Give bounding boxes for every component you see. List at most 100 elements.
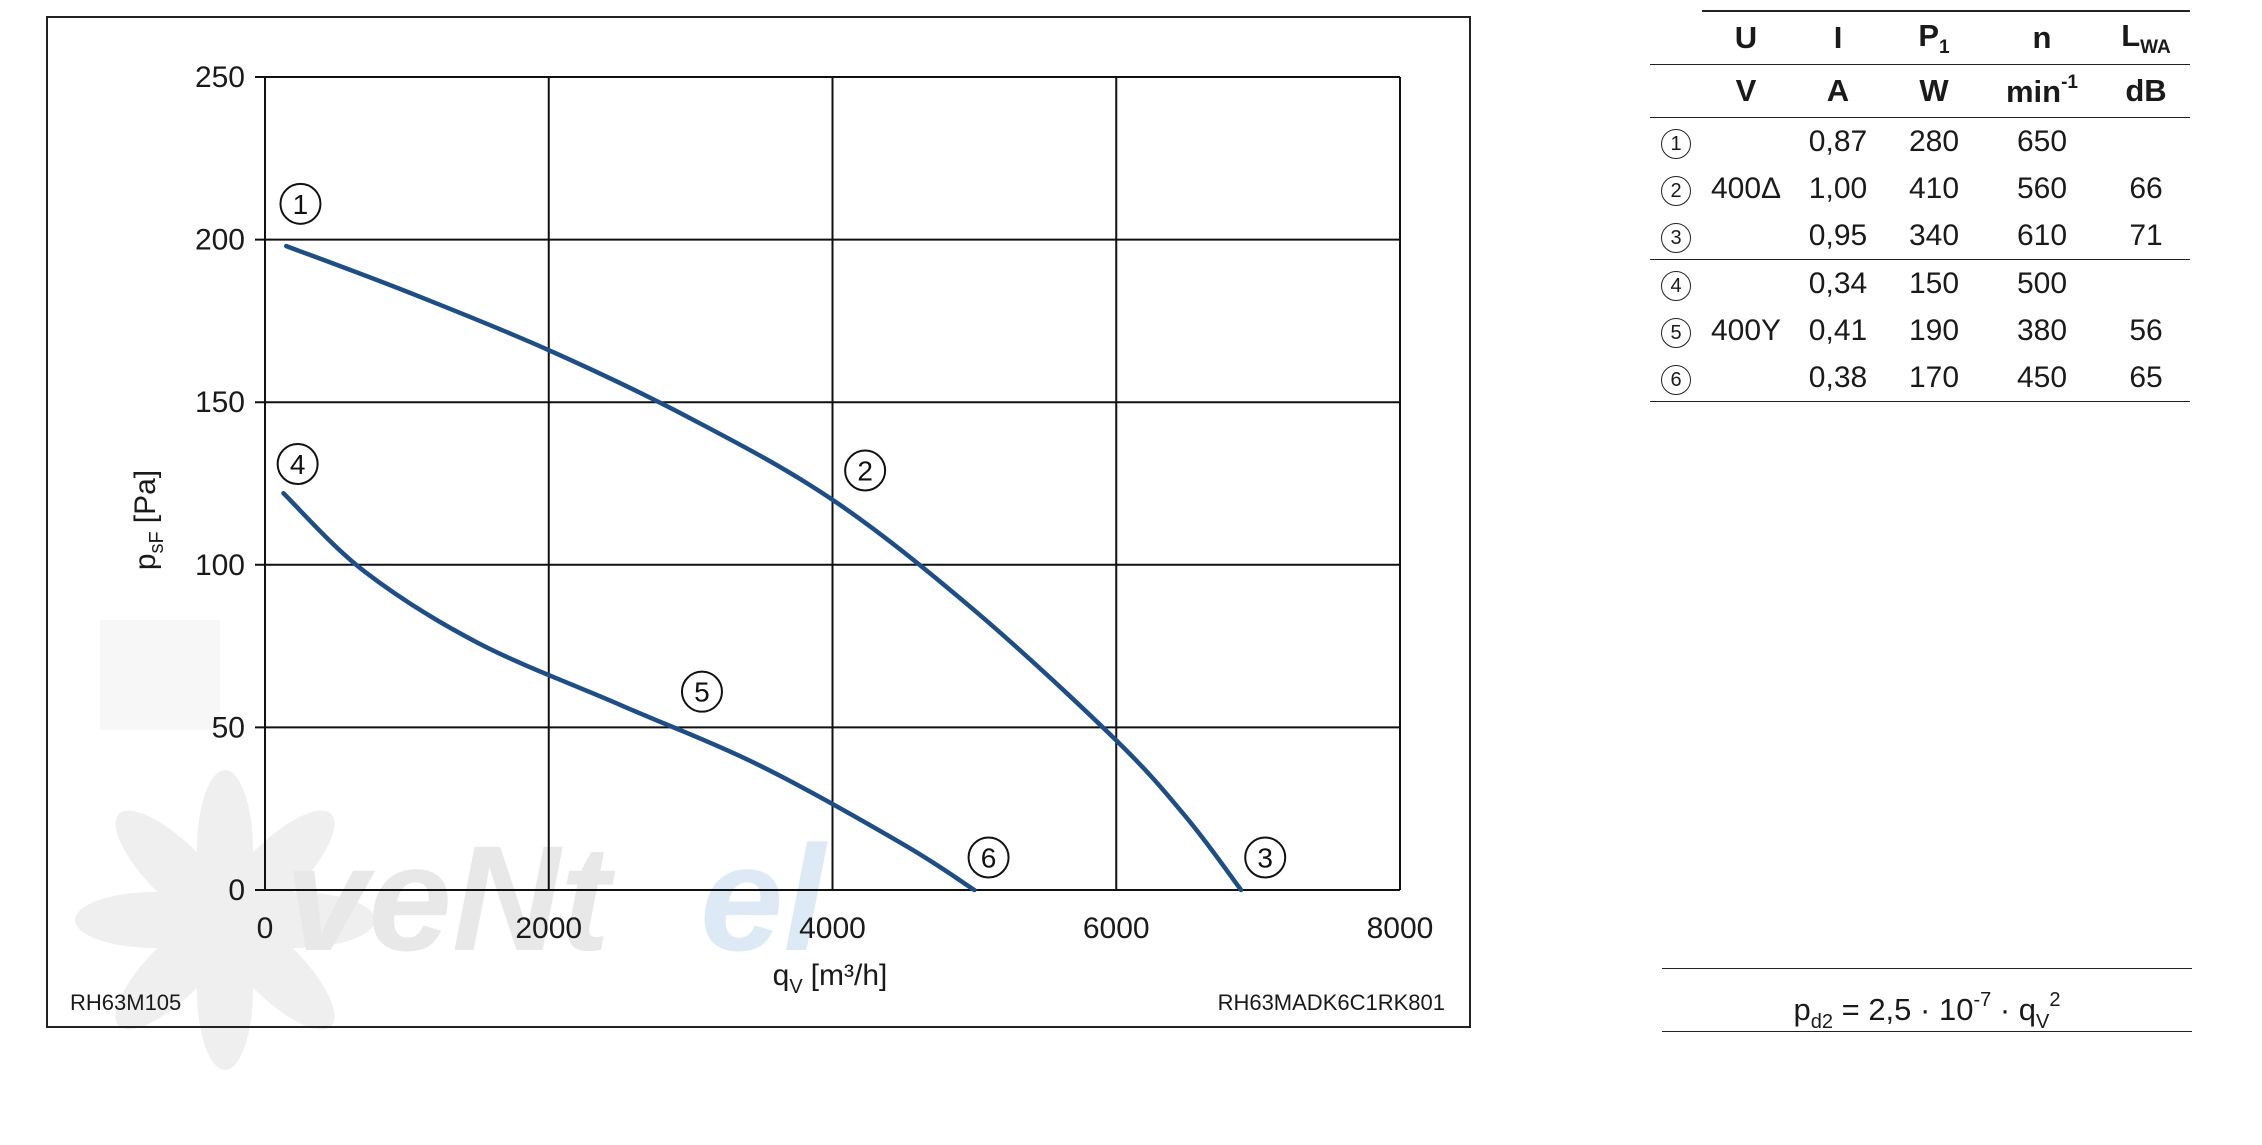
cell-current: 0,87 (1790, 117, 1886, 165)
y-axis-label-unit: [Pa] (129, 470, 162, 523)
cell-sound: 56 (2129, 313, 2163, 347)
y-tick-label: 0 (228, 874, 245, 907)
formula-lhs: p (1793, 992, 1811, 1027)
x-tick-label: 2000 (515, 912, 582, 945)
cell-power: 340 (1908, 218, 1960, 252)
units-row: V A W min-1 dB (1650, 64, 2190, 118)
grid (255, 76, 1401, 891)
cell-voltage (1702, 259, 1790, 307)
cell-speed: 650 (1982, 117, 2102, 165)
y-tick-label: 250 (195, 61, 245, 94)
fan-blade (215, 892, 375, 948)
header-l: LWA (2102, 10, 2190, 65)
cell-current: 1,00 (1808, 171, 1868, 205)
annotation-label: 2 (857, 455, 873, 486)
footer-left-code: RH63M105 (70, 990, 181, 1015)
cell-voltage (1702, 117, 1790, 165)
unit-u-label: V (1735, 73, 1757, 108)
annotation-circle (967, 836, 1010, 879)
annotation-circle (844, 449, 887, 492)
header-n: n (1982, 10, 2102, 65)
unit-blank (1650, 64, 1702, 118)
curve-line (281, 491, 977, 893)
x-tick-label: 0 (257, 912, 274, 945)
annotation-label: 1 (293, 189, 309, 220)
watermark-block (100, 620, 220, 730)
row-marker: 6 (1661, 365, 1691, 395)
table-row: 4 0,34 150 500 (1650, 259, 2190, 307)
annotation-circle (680, 670, 723, 713)
x-axis-label-main: q (773, 959, 790, 992)
cell-voltage: 400Δ (1710, 171, 1782, 205)
cell-current: 0,34 (1790, 259, 1886, 307)
unit-i: A (1790, 64, 1886, 118)
header-p: P1 (1886, 10, 1982, 65)
unit-p-label: W (1919, 73, 1949, 108)
x-tick-label: 4000 (799, 912, 866, 945)
cell-sound: 71 (2129, 218, 2163, 252)
cell-power: 410 (1908, 171, 1960, 205)
unit-n-sup: -1 (2061, 72, 2079, 93)
cell-power: 150 (1886, 259, 1982, 307)
cell-speed: 380 (2016, 313, 2068, 347)
row-id: 6 (1650, 354, 1702, 402)
header-l-label: L (2121, 17, 2141, 53)
cell-power: 170 (1886, 354, 1982, 402)
cell-sound: 66 (2129, 171, 2163, 205)
table-row: 3 0,95 340 610 71 (1650, 212, 2190, 260)
annotation-label: 5 (694, 677, 710, 708)
row-marker: 4 (1661, 271, 1691, 301)
unit-u: V (1702, 64, 1790, 118)
y-axis-label: psF [Pa] (129, 470, 168, 570)
formula-q-sup: 2 (2049, 989, 2061, 1011)
unit-p: W (1886, 64, 1982, 118)
header-n-label: n (2032, 20, 2052, 55)
curve-line (284, 243, 1244, 893)
x-tick-label: 8000 (1367, 912, 1434, 945)
unit-n-label: min (2005, 74, 2062, 109)
y-tick-label: 150 (195, 386, 245, 419)
fan-blade (197, 770, 253, 930)
formula-middle: = 2,5 · 10 (1832, 992, 1974, 1027)
unit-l-label: dB (2125, 73, 2167, 108)
row-id: 1 (1650, 117, 1702, 165)
header-u: U (1702, 10, 1790, 65)
performance-table: U I P1 n LWA V A W min-1 dB 1 0,87 280 650 2… (1650, 10, 2190, 402)
cell-speed: 560 (2016, 171, 2068, 205)
table-row: 2 400Δ 1,00 410 560 66 (1650, 165, 2190, 212)
cell-speed: 610 (2016, 218, 2068, 252)
curves (281, 243, 1244, 893)
table-row: 1 0,87 280 650 (1650, 117, 2190, 165)
cell-voltage (1702, 354, 1790, 402)
header-i: I (1790, 10, 1886, 65)
header-p-sub: 1 (1939, 36, 1950, 58)
cell-power: 280 (1886, 117, 1982, 165)
unit-i-label: A (1826, 73, 1850, 108)
table-row: 5 400Y 0,41 190 380 56 (1650, 307, 2190, 354)
annotations: 1 2 3 4 5 6 (276, 182, 1287, 879)
y-tick-label: 100 (195, 549, 245, 582)
unit-n: min-1 (1982, 64, 2102, 118)
row-marker: 2 (1661, 176, 1691, 206)
row-marker: 3 (1661, 223, 1691, 253)
cell-speed: 500 (1982, 259, 2102, 307)
row-id: 5 (1650, 307, 1702, 354)
header-p-label: P (1918, 17, 1940, 53)
fan-blade (214, 810, 335, 931)
annotation-circle (276, 442, 319, 485)
row-id: 2 (1650, 165, 1702, 212)
fan-blade (75, 892, 235, 948)
y-tick-labels: 0 50 100 150 200 250 (195, 61, 245, 907)
header-i-label: I (1833, 20, 1843, 55)
dynamic-pressure-formula: pd2 = 2,5 · 10-7 · qV2 (1662, 968, 2192, 1033)
watermark: veNt el (75, 620, 828, 1070)
unit-l: dB (2102, 64, 2190, 118)
cell-current: 0,38 (1790, 354, 1886, 402)
y-tick-label: 50 (212, 711, 245, 744)
annotation-circle (279, 182, 322, 225)
x-tick-label: 6000 (1083, 912, 1150, 945)
chart-frame (46, 16, 1471, 1028)
header-u-label: U (1734, 20, 1758, 55)
fan-blade (197, 910, 253, 1070)
